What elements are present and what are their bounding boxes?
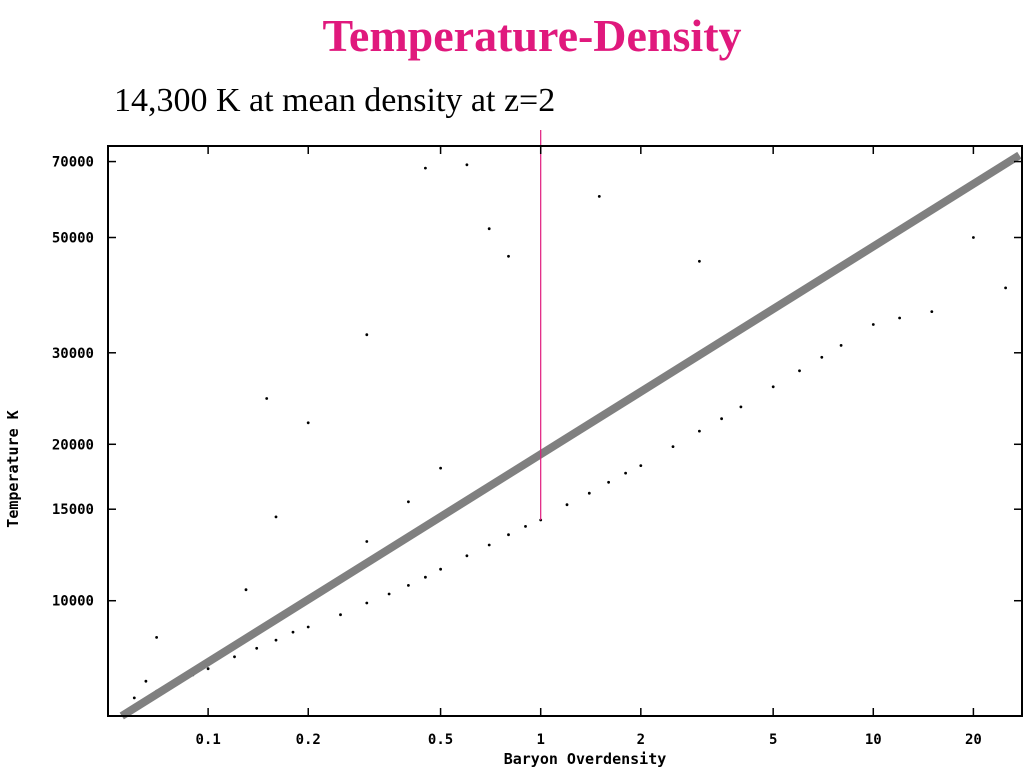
data-point (265, 397, 269, 400)
data-point (839, 344, 843, 347)
plot-frame (107, 145, 1023, 717)
data-point (565, 503, 569, 507)
x-tick-label: 2 (637, 732, 645, 748)
data-point (233, 655, 236, 659)
data-point (798, 369, 801, 373)
data-point (439, 567, 442, 571)
data-point (144, 679, 148, 683)
annotation-arrow-layer (540, 130, 542, 520)
data-point (972, 236, 975, 239)
fit-line (119, 151, 1022, 720)
data-point (365, 601, 369, 605)
y-axis-label: Temperature K (4, 410, 22, 527)
data-point (274, 515, 278, 519)
data-point (306, 625, 310, 629)
data-point (424, 166, 427, 170)
x-tick-label: 20 (965, 732, 982, 748)
data-point (487, 543, 491, 547)
x-axis-label: Baryon Overdensity (504, 750, 667, 768)
data-point (465, 554, 469, 558)
y-tick-label: 50000 (52, 231, 94, 247)
data-point (407, 584, 410, 587)
data-point (206, 667, 210, 671)
data-point (539, 518, 543, 522)
data-point (671, 445, 675, 448)
data-point (597, 195, 601, 198)
y-tick-label: 30000 (52, 346, 94, 362)
data-point (587, 491, 591, 495)
data-point (820, 355, 824, 359)
data-point (771, 385, 775, 389)
slide-title: Temperature-Density (322, 10, 742, 61)
data-point (387, 592, 391, 596)
data-point (339, 613, 342, 617)
annotation-text: 14,300 K at mean density at z=2 (114, 82, 556, 119)
data-point (439, 466, 442, 470)
x-tick-label: 5 (769, 732, 777, 748)
y-tick-label: 20000 (52, 437, 94, 453)
data-point (244, 588, 248, 592)
data-point (487, 227, 491, 231)
data-point (274, 638, 278, 642)
x-tick-label: 0.5 (428, 732, 453, 748)
x-tick-label: 0.2 (296, 732, 321, 748)
scatter-chart: 0.1 0.2 0.5 1 2 5 10 20 10000 15000 20000 30000 500… (4, 130, 1023, 768)
y-tick-label: 15000 (52, 502, 94, 518)
x-tick-label: 10 (865, 732, 882, 748)
y-tick-label: 10000 (52, 594, 94, 610)
data-point (255, 646, 259, 650)
data-point (698, 429, 701, 433)
y-axis-ticks: 10000 15000 20000 30000 50000 70000 (52, 155, 1022, 610)
data-point (306, 421, 310, 425)
data-point (365, 540, 369, 543)
data-point (1004, 286, 1007, 290)
data-point (407, 500, 410, 504)
data-point (639, 464, 643, 467)
x-tick-label: 0.1 (195, 732, 220, 748)
data-point (365, 333, 369, 337)
data-point (624, 471, 627, 475)
data-point (871, 323, 875, 326)
data-point (524, 525, 527, 528)
y-tick-label: 70000 (52, 155, 94, 171)
fit-line-layer (119, 151, 1022, 720)
data-point (930, 310, 934, 313)
data-point (898, 316, 901, 320)
x-tick-label: 1 (536, 732, 544, 748)
data-point (607, 480, 610, 484)
data-point (507, 254, 510, 258)
x-axis-ticks: 0.1 0.2 0.5 1 2 5 10 20 (195, 146, 982, 748)
data-point (155, 636, 159, 639)
data-point (132, 696, 136, 700)
data-point (291, 630, 295, 634)
data-point (465, 163, 469, 167)
data-point (424, 575, 427, 579)
data-point (739, 405, 743, 409)
data-point (720, 417, 723, 421)
data-point (507, 533, 510, 537)
data-point (698, 259, 701, 263)
